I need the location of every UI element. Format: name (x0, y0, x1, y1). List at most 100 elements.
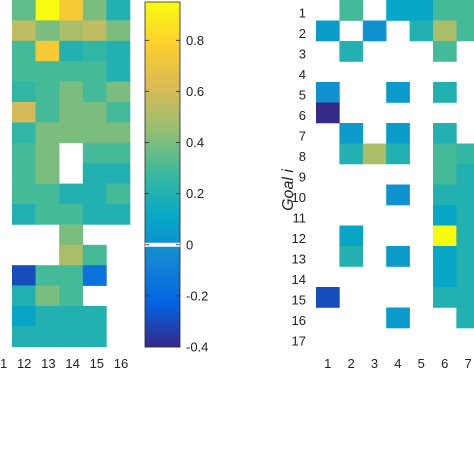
right-heatmap-cell (433, 164, 457, 185)
left-heatmap-cell (59, 224, 84, 246)
left-heatmap-cell (12, 306, 36, 327)
right-heatmap-cell (386, 246, 410, 267)
left-heatmap-cell (106, 81, 131, 103)
left-heatmap-cell (59, 306, 84, 327)
left-heatmap-cell (12, 81, 36, 103)
right-heatmap-cell (339, 123, 364, 144)
right-heatmap-cell (339, 225, 364, 247)
left-heatmap-cell (106, 204, 131, 225)
left-heatmap-cell (59, 265, 84, 286)
left-heatmap-cell (35, 204, 60, 225)
right-heatmap-cell (316, 102, 340, 124)
right-heatmap-cell (316, 287, 340, 308)
colorbar-gradient (144, 1, 181, 348)
left-heatmap-cell (106, 20, 131, 42)
left-heatmap-cell (82, 142, 107, 164)
left-heatmap-cell (59, 20, 84, 42)
right-heatmap (316, 0, 474, 329)
left-heatmap-cell (35, 122, 60, 144)
right-heatmap-cell (316, 82, 340, 103)
right-heatmap-cell (339, 0, 364, 21)
right-heatmap-cell (433, 41, 457, 62)
right-y-tick-label: 12 (292, 231, 306, 246)
left-heatmap-cell (35, 61, 60, 82)
left-heatmap-cell (106, 0, 131, 21)
right-heatmap-cell (456, 287, 474, 308)
left-heatmap-cell (35, 163, 60, 184)
left-heatmap-cell (106, 163, 131, 184)
right-x-axis: 1 2 3 4 5 6 7 (324, 356, 472, 371)
right-y-tick-label: 1 (299, 6, 306, 21)
left-x-tick-label: 15 (90, 356, 104, 371)
left-heatmap-cell (12, 40, 36, 62)
right-heatmap-cell (409, 20, 434, 42)
right-x-tick-label: 5 (418, 356, 425, 371)
left-heatmap-cell (82, 102, 107, 123)
right-y-tick-label: 5 (299, 88, 306, 103)
right-x-tick-label: 7 (464, 356, 471, 371)
right-heatmap-cell (433, 225, 457, 247)
right-y-tick-label: 16 (292, 313, 306, 328)
right-x-tick-label: 4 (394, 356, 401, 371)
right-x-tick-label: 6 (441, 356, 448, 371)
right-heatmap-cell (433, 123, 457, 144)
right-heatmap-cell (433, 184, 457, 206)
right-heatmap-cell (456, 246, 474, 267)
right-x-tick-label: 2 (347, 356, 354, 371)
left-x-tick-label: 1 (0, 356, 7, 371)
colorbar-tick-label: 0.4 (186, 135, 204, 150)
left-heatmap-cell (82, 122, 107, 144)
right-heatmap-cell (433, 0, 457, 21)
right-heatmap-cell (456, 20, 474, 42)
right-heatmap-cell (433, 143, 457, 165)
left-heatmap-cell (82, 306, 107, 327)
left-heatmap-cell (82, 0, 107, 21)
right-heatmap-cell (456, 143, 474, 165)
right-heatmap-cell (386, 143, 410, 165)
right-heatmap-cell (456, 205, 474, 226)
colorbar-tick-label: 0 (186, 237, 193, 252)
left-heatmap-cell (12, 122, 36, 144)
left-heatmap-cell (12, 0, 36, 21)
colorbar-tick-label: -0.2 (186, 288, 208, 303)
left-heatmap-cell (82, 81, 107, 103)
right-y-tick-label: 14 (292, 272, 306, 287)
left-heatmap-cell (59, 61, 84, 82)
left-heatmap-cell (106, 142, 131, 164)
right-heatmap-cell (456, 225, 474, 247)
left-heatmap-cell (59, 81, 84, 103)
colorbar-tick-label: -0.4 (186, 340, 208, 355)
left-heatmap-cell (12, 163, 36, 184)
left-heatmap-cell (35, 326, 60, 348)
left-heatmap-cell (12, 265, 36, 286)
left-heatmap-cell (82, 265, 107, 286)
left-heatmap-cell (12, 102, 36, 123)
right-y-tick-label: 2 (299, 26, 306, 41)
right-y-axis-label: Goal i (280, 169, 297, 211)
left-x-axis: 1 12 13 14 15 16 (0, 356, 128, 371)
left-heatmap-cell (12, 183, 36, 205)
left-x-tick-label: 12 (17, 356, 31, 371)
left-heatmap-cell (82, 61, 107, 82)
left-x-tick-label: 14 (65, 356, 79, 371)
right-heatmap-cell (456, 0, 474, 21)
left-heatmap-cell (35, 285, 60, 307)
left-heatmap-cell (35, 81, 60, 103)
right-y-tick-label: 10 (292, 190, 306, 205)
right-y-tick-label: 11 (293, 211, 307, 226)
right-x-tick-label: 1 (324, 356, 331, 371)
right-x-tick-label: 3 (371, 356, 378, 371)
left-heatmap-cell (59, 40, 84, 62)
left-heatmap-cell (59, 244, 84, 266)
right-y-tick-label: 9 (299, 170, 306, 185)
right-heatmap-cell (433, 205, 457, 226)
left-heatmap-cell (82, 163, 107, 184)
right-heatmap-cell (456, 266, 474, 288)
right-y-tick-label: 7 (299, 129, 306, 144)
right-heatmap-cell (362, 143, 387, 165)
left-heatmap-cell (59, 183, 84, 205)
left-heatmap-cell (12, 204, 36, 225)
right-y-tick-label: 8 (299, 149, 306, 164)
right-heatmap-cell (456, 307, 474, 329)
